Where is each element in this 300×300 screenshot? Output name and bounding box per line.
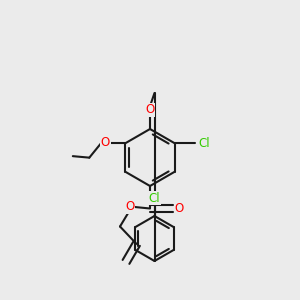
Text: O: O bbox=[146, 103, 154, 116]
Text: Cl: Cl bbox=[149, 191, 160, 205]
Text: O: O bbox=[125, 200, 134, 213]
Text: Cl: Cl bbox=[199, 137, 211, 150]
Text: O: O bbox=[100, 136, 110, 149]
Text: O: O bbox=[175, 202, 184, 215]
